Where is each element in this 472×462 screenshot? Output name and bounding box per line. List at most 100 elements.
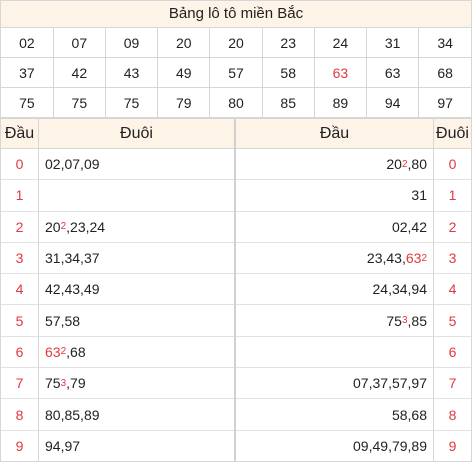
head-row: 0 02, 07, 09 <box>1 149 234 181</box>
tail-digit: 8 <box>433 399 471 430</box>
tail-values: 80, 85, 89 <box>39 399 234 429</box>
number-cell: 43 <box>104 57 159 88</box>
tail-values: 02, 07, 09 <box>39 149 234 179</box>
tail-values: 20 2, 23, 24 <box>39 212 234 242</box>
tail-digit: 3 <box>433 242 471 274</box>
tail-row: 24, 34, 94 4 <box>236 274 471 306</box>
tail-digit: 5 <box>433 305 471 336</box>
separator: , <box>407 218 412 235</box>
number-cell: 31 <box>366 28 420 58</box>
separator: , <box>388 437 392 454</box>
number-cell: 94 <box>366 87 420 118</box>
loto-number: 24 <box>372 281 389 298</box>
separator: , <box>368 437 373 454</box>
tail-digit: 6 <box>433 336 471 368</box>
separator: , <box>60 437 65 454</box>
tail-row: 31 1 <box>236 180 471 212</box>
separator: , <box>80 281 84 298</box>
tail-digit: 1 <box>433 180 471 211</box>
head-row: 5 57, 58 <box>1 305 234 337</box>
number-cell: 23 <box>261 28 315 58</box>
tail-row: 58, 68 8 <box>236 399 471 431</box>
head-digit: 9 <box>1 430 39 461</box>
separator: , <box>60 156 65 173</box>
head-digit: 1 <box>1 180 39 211</box>
head-table: Đầu Đuôi 0 02, 07, 09 1 2 20 2, 23, 24 3 31, 34… <box>1 119 236 461</box>
loto-number: 63 <box>45 343 61 360</box>
count-superscript: 2 <box>401 158 408 170</box>
loto-number: 31 <box>411 187 427 204</box>
loto-number: 57 <box>391 375 408 392</box>
number-cell: 34 <box>418 28 471 58</box>
head-row: 2 20 2, 23, 24 <box>1 211 234 243</box>
head-row: 7 75 3, 79 <box>1 368 234 400</box>
loto-number: 89 <box>411 437 427 454</box>
number-cell: 49 <box>157 57 211 88</box>
loto-number: 37 <box>83 250 100 267</box>
separator: , <box>80 156 84 173</box>
tail-values: 31, 34, 37 <box>39 243 234 273</box>
tail-values: 57, 58 <box>39 305 234 335</box>
loto-number: 97 <box>411 375 427 392</box>
head-digit: 0 <box>1 149 39 180</box>
number-cell: 20 <box>157 28 211 58</box>
count-superscript: 2 <box>60 221 67 233</box>
loto-number: 34 <box>64 250 81 267</box>
head-values: 31 <box>236 180 433 210</box>
tail-row: 75 3, 85 5 <box>236 305 471 337</box>
loto-number: 42 <box>45 281 61 298</box>
head-values: 23, 43, 63 2 <box>236 243 433 273</box>
number-cell: 85 <box>261 87 315 118</box>
loto-number: 07 <box>64 156 81 173</box>
number-cell: 79 <box>157 87 211 118</box>
count-superscript: 2 <box>421 252 427 264</box>
number-cell: 09 <box>104 28 159 58</box>
head-values: 58, 68 <box>236 399 433 429</box>
loto-number: 49 <box>372 437 389 454</box>
separator: , <box>60 281 65 298</box>
number-cell: 20 <box>209 28 263 58</box>
head-values: 20 2, 80 <box>236 149 433 179</box>
loto-number: 97 <box>64 437 81 454</box>
head-values: 75 3, 85 <box>236 305 433 335</box>
separator: , <box>388 375 392 392</box>
number-cell: 02 <box>1 28 54 58</box>
tail-digit: 2 <box>433 211 471 242</box>
head-table-header: Đầu Đuôi <box>1 119 234 149</box>
numbers-table: 02 07 09 20 20 23 24 31 34 37 42 43 49 57 58 63 63 68 75 75… <box>1 28 471 118</box>
separator: , <box>407 437 412 454</box>
separator: , <box>60 406 65 423</box>
number-cell: 63 <box>313 57 368 88</box>
tail-values: 94, 97 <box>39 431 234 461</box>
loto-number: 20 <box>45 218 61 235</box>
tail-row: 02, 42 2 <box>236 211 471 243</box>
separator: , <box>66 218 71 235</box>
tail-table: Đầu Đuôi 20 2, 80 0 31 1 02, 42 2 23, 43, 63 2 3 2… <box>236 119 471 461</box>
loto-number: 68 <box>70 343 86 360</box>
separator: , <box>382 250 387 267</box>
loto-number: 31 <box>45 250 61 267</box>
tail-table-header: Đầu Đuôi <box>236 119 471 149</box>
head-digit: 2 <box>1 211 39 242</box>
tail-row: 07, 37, 57, 97 7 <box>236 368 471 400</box>
number-cell: 97 <box>418 87 471 118</box>
number-cell: 07 <box>52 28 106 58</box>
loto-number: 79 <box>70 375 86 392</box>
separator: , <box>388 281 392 298</box>
loto-number: 80 <box>411 156 427 173</box>
loto-number: 34 <box>391 281 408 298</box>
loto-number: 80 <box>45 406 61 423</box>
tail-digit: 4 <box>433 274 471 305</box>
loto-number: 42 <box>411 218 427 235</box>
head-row: 3 31, 34, 37 <box>1 242 234 275</box>
head-row: 4 42, 43, 49 <box>1 274 234 306</box>
loto-number: 85 <box>411 312 427 329</box>
loto-number: 94 <box>45 437 61 454</box>
head-values: 24, 34, 94 <box>236 274 433 304</box>
numbers-row: 37 42 43 49 57 58 63 63 68 <box>1 57 471 88</box>
head-digit: 4 <box>1 274 39 305</box>
head-tail-grid: Đầu Đuôi 0 02, 07, 09 1 2 20 2, 23, 24 3 31, 34… <box>1 118 471 461</box>
loto-number: 23 <box>366 250 383 267</box>
number-cell: 37 <box>1 57 54 88</box>
